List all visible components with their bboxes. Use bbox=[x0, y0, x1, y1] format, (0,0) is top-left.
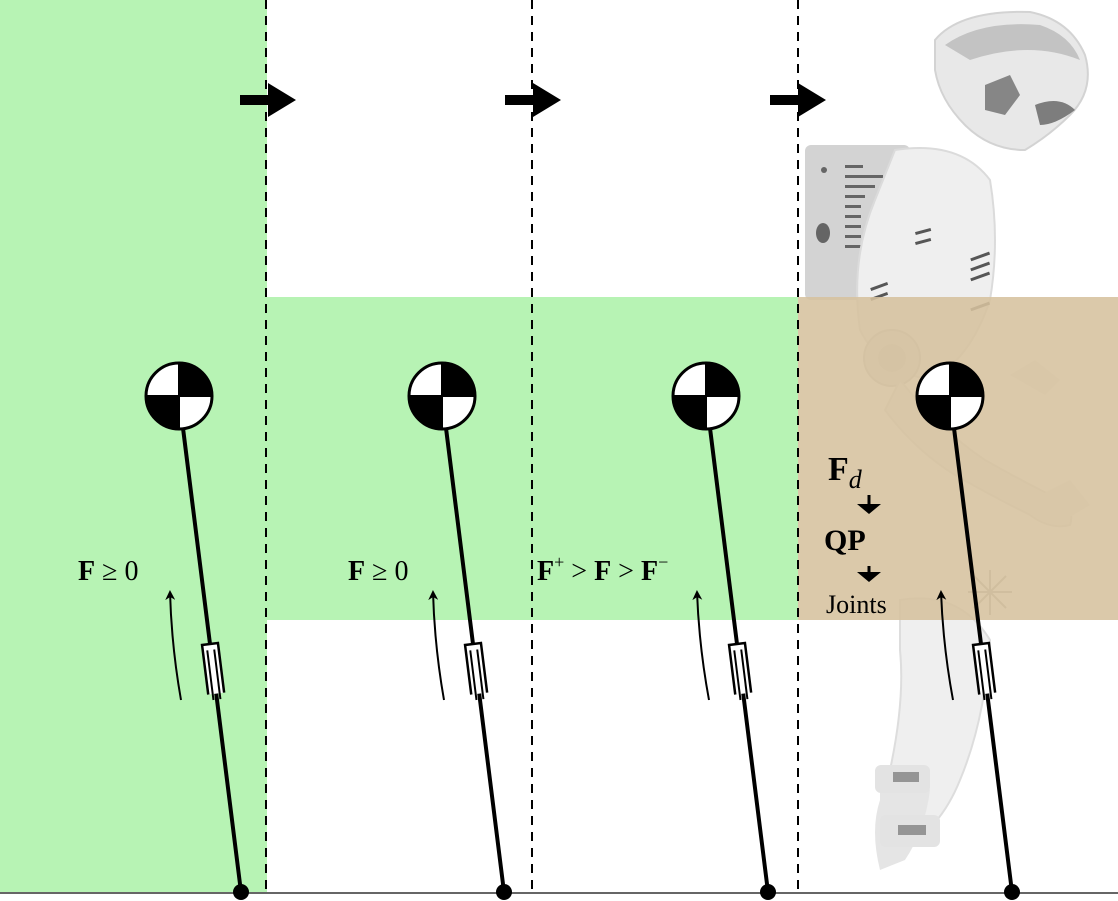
actuator-sleeve bbox=[463, 641, 489, 695]
right-arrow-icon bbox=[770, 83, 826, 117]
actuator-rod bbox=[213, 649, 222, 700]
center-of-mass-icon bbox=[407, 361, 477, 431]
actuator-rod bbox=[469, 650, 478, 701]
foot-contact-point bbox=[496, 884, 512, 900]
leg-model bbox=[671, 361, 776, 900]
superscript: − bbox=[658, 552, 668, 572]
actuator-rod bbox=[984, 649, 993, 700]
svg-text:F+ > F > F−: F+ > F > F− bbox=[537, 552, 668, 587]
foot-contact-point bbox=[760, 884, 776, 900]
leg-models bbox=[144, 361, 1020, 900]
center-of-mass-icon bbox=[144, 361, 214, 431]
phase3-constraint: F+ > F > F− bbox=[537, 552, 668, 587]
leg-model bbox=[144, 361, 249, 900]
actuator-rod bbox=[740, 649, 749, 700]
svg-text:F ≥ 0: F ≥ 0 bbox=[348, 556, 408, 587]
foot-contact-point bbox=[1004, 884, 1020, 900]
actuator-rod bbox=[206, 650, 215, 701]
force-arrow bbox=[692, 590, 710, 701]
desired-force-label: Fd bbox=[828, 451, 863, 494]
control-pipeline: Fd QP Joints bbox=[824, 451, 887, 619]
qp-label: QP bbox=[824, 524, 866, 557]
svg-text:F ≥ 0: F ≥ 0 bbox=[78, 556, 138, 587]
force-symbol: F bbox=[348, 556, 365, 587]
force-arrow bbox=[165, 590, 182, 701]
actuator-rod bbox=[733, 650, 742, 701]
force-arrow bbox=[428, 590, 445, 701]
actuator-rod bbox=[476, 649, 485, 700]
constraint-text: ≥ 0 bbox=[95, 556, 138, 587]
leg-model bbox=[407, 361, 512, 900]
phase3-region bbox=[532, 297, 798, 620]
constraint-text: ≥ 0 bbox=[365, 556, 408, 587]
force-symbol: F bbox=[641, 556, 658, 587]
joints-label: Joints bbox=[826, 590, 887, 619]
relation: > bbox=[611, 556, 641, 587]
phase2-constraint: F ≥ 0 bbox=[348, 556, 408, 587]
force-symbol: F bbox=[78, 556, 95, 587]
down-arrow-icon bbox=[857, 495, 881, 514]
actuator-sleeve bbox=[727, 641, 753, 695]
force-symbol: F bbox=[594, 556, 611, 587]
phase1-region bbox=[0, 0, 267, 893]
right-arrow-icon bbox=[240, 83, 296, 117]
right-arrow-icon bbox=[505, 83, 561, 117]
actuator-rod bbox=[977, 650, 986, 701]
foot-contact-point bbox=[233, 884, 249, 900]
center-of-mass-icon bbox=[671, 361, 741, 431]
superscript: + bbox=[554, 552, 564, 572]
relation: > bbox=[564, 556, 594, 587]
down-arrow-icon bbox=[857, 566, 881, 582]
force-arrow bbox=[936, 590, 954, 701]
phase1-constraint: F ≥ 0 bbox=[78, 556, 138, 587]
force-symbol: F bbox=[537, 556, 554, 587]
phase2-region bbox=[267, 297, 532, 620]
leg-model bbox=[915, 361, 1020, 900]
center-of-mass-icon bbox=[915, 361, 985, 431]
